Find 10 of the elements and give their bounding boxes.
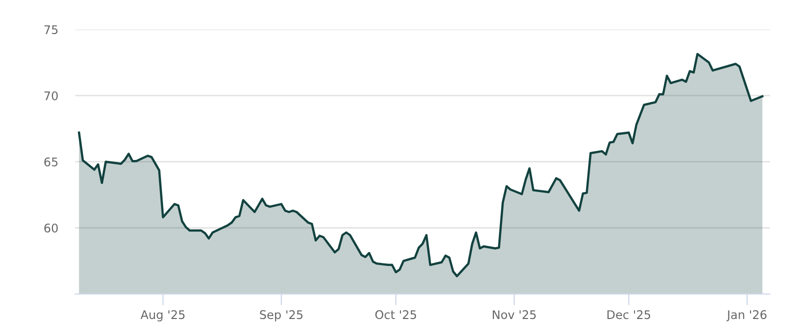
x-tick-label: Nov '25 (492, 310, 536, 320)
x-tick-label: Jan '26 (726, 310, 766, 322)
x-tick-label: Aug '25 (140, 310, 185, 322)
y-tick-label: 65 (44, 157, 58, 166)
y-tick-label: 75 (44, 25, 58, 34)
y-tick-label: 60 (44, 224, 58, 233)
x-tick-label: Oct '25 (375, 310, 416, 320)
x-tick-label: Sep '25 (260, 310, 302, 322)
y-tick-label: 70 (44, 91, 58, 100)
x-tick-label: Dec '25 (607, 310, 650, 320)
